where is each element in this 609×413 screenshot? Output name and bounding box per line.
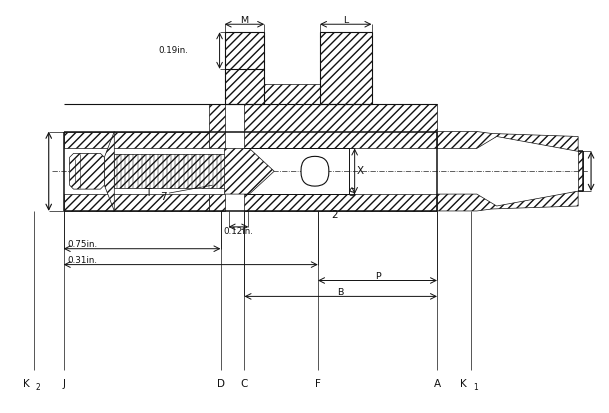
Polygon shape xyxy=(320,32,371,104)
Text: J: J xyxy=(62,379,65,389)
Polygon shape xyxy=(437,191,578,211)
Polygon shape xyxy=(244,194,437,211)
Text: S: S xyxy=(348,188,355,198)
Polygon shape xyxy=(225,148,274,194)
Polygon shape xyxy=(104,131,114,211)
Text: X: X xyxy=(357,166,364,176)
Text: 2: 2 xyxy=(331,210,338,220)
Polygon shape xyxy=(63,194,209,211)
Text: P: P xyxy=(375,272,381,281)
Text: 0.19in.: 0.19in. xyxy=(158,46,188,55)
Text: 0.12in.: 0.12in. xyxy=(224,227,253,236)
Text: L: L xyxy=(343,16,348,25)
Text: A: A xyxy=(434,379,441,389)
Polygon shape xyxy=(225,69,264,104)
FancyBboxPatch shape xyxy=(301,157,329,186)
Text: F: F xyxy=(315,379,321,389)
Polygon shape xyxy=(264,84,320,104)
Polygon shape xyxy=(69,153,104,189)
Text: D: D xyxy=(217,379,225,389)
Text: 7: 7 xyxy=(160,192,166,202)
Text: B: B xyxy=(337,288,344,297)
Text: 2: 2 xyxy=(36,383,41,392)
Text: K: K xyxy=(23,379,30,389)
Polygon shape xyxy=(63,131,209,148)
Text: 0.31in.: 0.31in. xyxy=(68,256,97,265)
Polygon shape xyxy=(244,104,437,148)
Polygon shape xyxy=(437,131,578,152)
Text: K: K xyxy=(460,379,467,389)
Text: T: T xyxy=(145,188,151,198)
Polygon shape xyxy=(225,32,264,69)
Polygon shape xyxy=(114,154,225,188)
Text: M: M xyxy=(241,16,248,25)
Text: C: C xyxy=(241,379,248,389)
Polygon shape xyxy=(209,194,225,211)
Text: 0.75in.: 0.75in. xyxy=(68,240,97,249)
Polygon shape xyxy=(578,152,583,191)
Text: 1: 1 xyxy=(473,383,477,392)
Polygon shape xyxy=(209,104,225,148)
